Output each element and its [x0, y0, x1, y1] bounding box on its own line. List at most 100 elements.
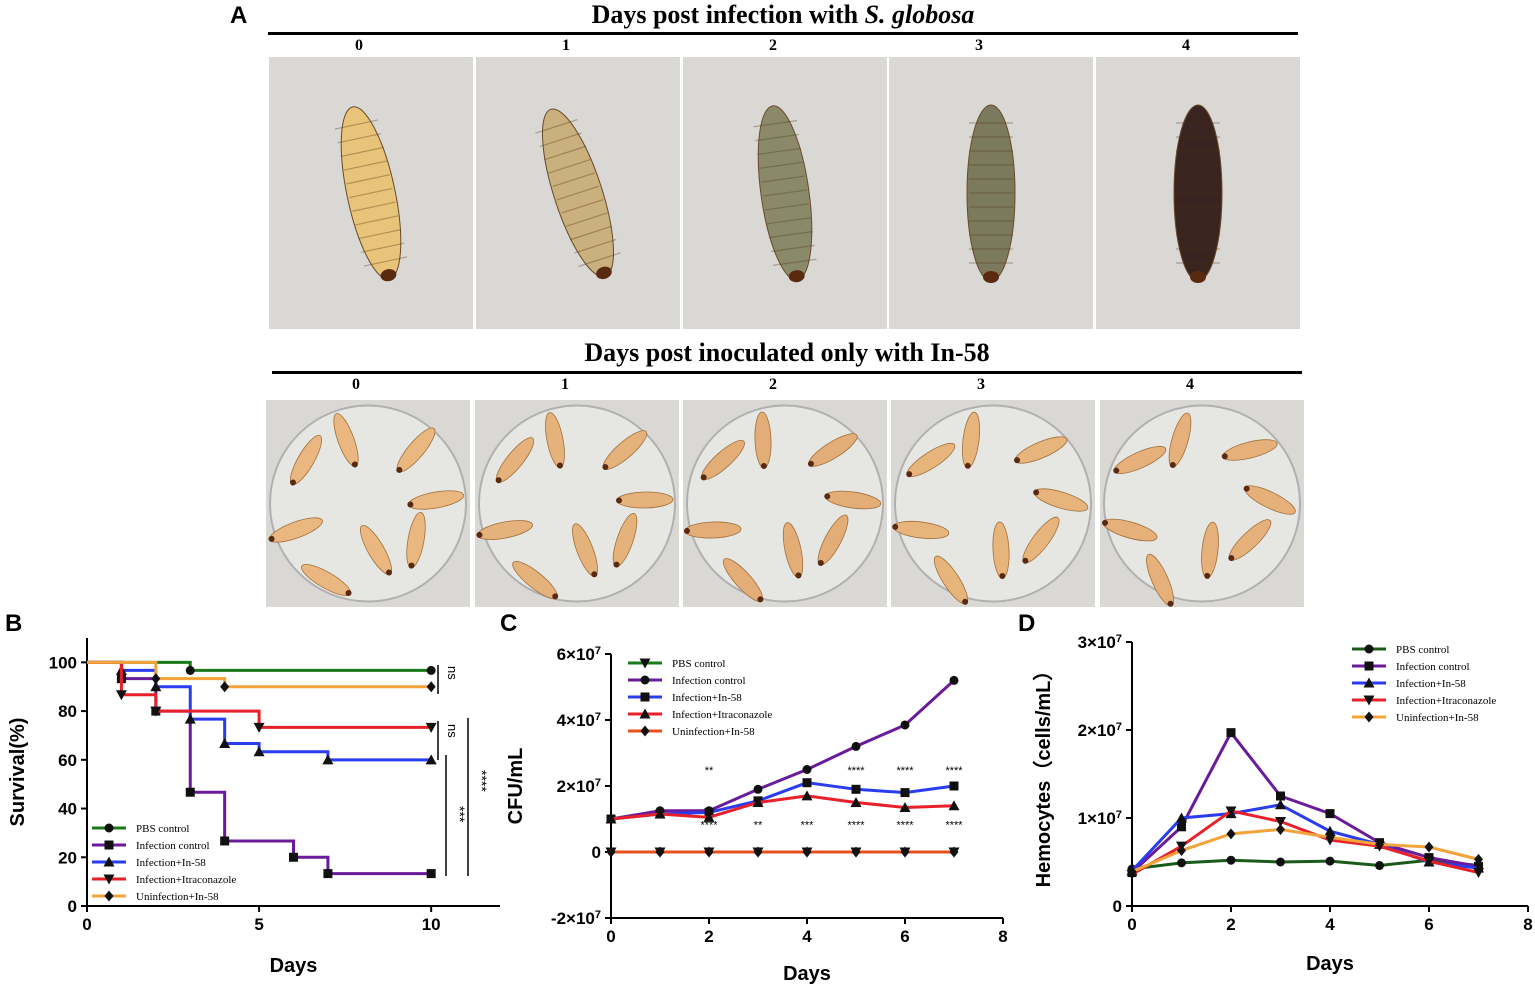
data-point	[103, 856, 115, 867]
data-point	[104, 823, 114, 833]
data-point	[1474, 853, 1483, 865]
y-axis-label: CFU/mL	[505, 748, 527, 825]
tick-label: 100	[49, 653, 77, 672]
row1-title: Days post infection with S. globosa	[268, 0, 1298, 30]
legend-label: Uninfection+In-58	[1396, 712, 1479, 724]
data-point	[104, 840, 114, 850]
sig-label: ****	[945, 820, 963, 832]
data-point	[1226, 728, 1236, 738]
data-point	[1423, 856, 1435, 867]
day-label: 1	[561, 376, 569, 393]
data-point	[639, 658, 651, 669]
tick-label: 3×107	[1078, 633, 1122, 652]
series-uninfection-in-58	[1127, 823, 1483, 878]
legend-label: Infection+In-58	[672, 692, 742, 704]
data-point	[655, 846, 665, 858]
data-point	[1364, 711, 1374, 723]
y-axis-label: Hemocytes（cells/mL）	[1032, 661, 1055, 888]
sig-label: ***	[801, 820, 815, 832]
series-line	[87, 660, 432, 729]
data-point	[220, 681, 230, 693]
series-line	[1131, 827, 1479, 874]
panel-d-letter: D	[1018, 610, 1036, 637]
tick-label: 10	[422, 915, 441, 934]
sig-label: ****	[474, 770, 490, 792]
larva-photo	[889, 57, 1093, 329]
hemocytes-chart: 0 2 4 6 8 0 1×107 2×107 3×107 Days Hemocytes（cells…	[1032, 633, 1533, 975]
data-point	[426, 681, 436, 693]
data-point	[1275, 799, 1286, 810]
data-point	[851, 784, 861, 794]
tick-label: 6	[1424, 915, 1433, 934]
legend-label: PBS control	[672, 658, 725, 670]
legend: PBS control Infection control Infection+In…	[92, 823, 236, 903]
data-point	[851, 846, 861, 858]
series-infection-in-58	[87, 660, 437, 765]
data-point	[1424, 841, 1434, 853]
sig-label: **	[705, 765, 714, 777]
series-line	[1131, 858, 1479, 871]
cfu-chart: 0 2 4 6 8 -2×107 0 2×107 4×107 6×107 Days CFU/mL PBS…	[505, 645, 1008, 985]
panel-b-letter: B	[5, 610, 23, 637]
row1-title-species: S. globosa	[864, 0, 975, 29]
series-line	[1131, 809, 1479, 876]
series-line	[87, 660, 432, 762]
sig-label: ns	[445, 666, 460, 680]
data-point	[1325, 809, 1335, 819]
tick-label: 2	[1226, 915, 1235, 934]
data-point	[802, 778, 812, 788]
series-uninfection-in-58	[87, 660, 436, 693]
data-point	[703, 811, 715, 822]
data-point	[322, 754, 334, 765]
legend: PBS control Infection control Infection+In…	[628, 658, 772, 738]
tick-label: 0	[82, 915, 91, 934]
data-point	[219, 737, 231, 748]
tick-label: 20	[58, 848, 77, 867]
sig-label: ****	[847, 820, 865, 832]
tick-label: 0	[1127, 915, 1136, 934]
data-point	[605, 813, 617, 824]
tick-label: 6	[900, 927, 909, 946]
legend-label: Infection+Itraconazole	[672, 709, 772, 721]
larva-photo	[891, 400, 1095, 607]
larva-photo	[683, 400, 887, 607]
legend-label: Infection+Itraconazole	[1396, 695, 1496, 707]
tick-label: 4×107	[557, 711, 601, 730]
legend-label: Infection+In-58	[1396, 678, 1466, 690]
data-point	[1127, 866, 1137, 878]
data-point	[185, 665, 195, 675]
tick-label: 6×107	[557, 645, 601, 664]
sig-label: ****	[896, 820, 914, 832]
data-point	[1276, 823, 1285, 835]
tick-label: 2×107	[557, 777, 601, 796]
tick-label: 0	[592, 843, 601, 862]
data-point	[220, 836, 230, 846]
tick-label: 60	[58, 751, 77, 770]
sig-label: ****	[896, 765, 914, 777]
data-point	[900, 788, 910, 798]
tick-label: 4	[802, 927, 812, 946]
data-point	[802, 765, 812, 774]
data-point	[1177, 822, 1186, 832]
data-point	[753, 784, 763, 794]
data-point	[753, 846, 763, 858]
sig-label: ****	[945, 765, 963, 777]
data-point	[115, 690, 127, 701]
tick-label: 0	[606, 927, 615, 946]
panel-c-letter: C	[500, 610, 518, 637]
legend-label: Infection control	[1396, 661, 1470, 673]
tick-label: 0	[68, 897, 77, 916]
legend-label: PBS control	[136, 823, 189, 835]
data-point	[1275, 817, 1286, 828]
tick-label: -2×107	[551, 909, 601, 928]
data-point	[150, 681, 162, 692]
row1-rule	[268, 32, 1298, 35]
data-point	[850, 797, 862, 807]
day-label: 0	[352, 376, 360, 393]
data-point	[426, 665, 436, 675]
data-point	[1325, 831, 1335, 843]
tick-label: 2	[704, 927, 713, 946]
series-line	[87, 660, 432, 876]
series-infection-itraconazole	[87, 660, 437, 733]
